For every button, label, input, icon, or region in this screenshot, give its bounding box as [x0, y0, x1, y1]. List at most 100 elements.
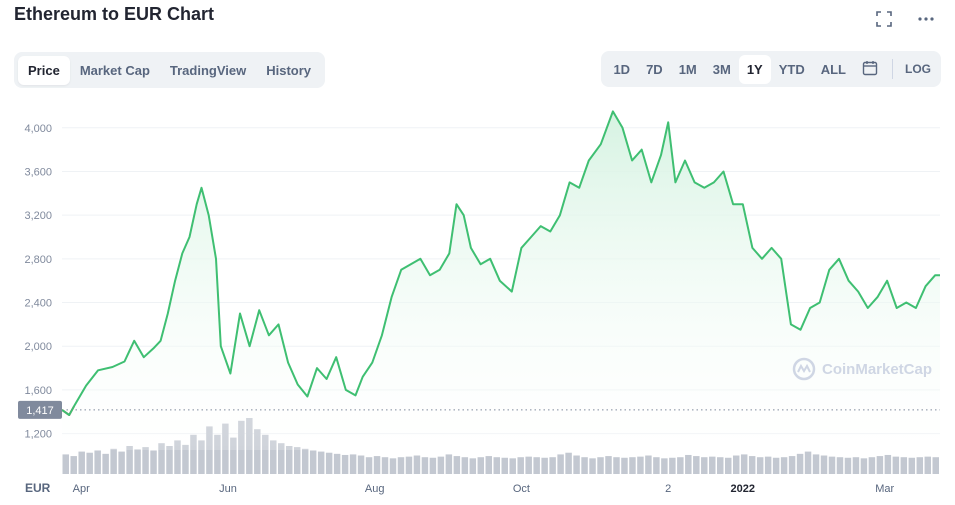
- volume-bar: [206, 426, 213, 474]
- y-tick-label: 3,600: [24, 166, 52, 178]
- volume-bar: [166, 446, 173, 474]
- volume-bar: [134, 449, 141, 474]
- volume-bar: [541, 457, 548, 474]
- volume-bar: [453, 456, 461, 474]
- volume-bar: [317, 451, 325, 474]
- volume-bar: [373, 456, 381, 474]
- volume-bar: [852, 457, 860, 474]
- watermark: CoinMarketCap: [792, 357, 932, 381]
- volume-bar: [900, 457, 908, 474]
- volume-bar: [278, 443, 285, 474]
- volume-bar: [341, 454, 349, 474]
- y-tick-label: 2,000: [24, 341, 52, 353]
- tab-price[interactable]: Price: [18, 55, 70, 85]
- volume-bar: [772, 457, 780, 474]
- volume-bar: [876, 456, 884, 474]
- range-all[interactable]: ALL: [820, 61, 846, 77]
- x-tick-label: Mar: [875, 483, 894, 495]
- fullscreen-icon[interactable]: [873, 8, 895, 30]
- watermark-text: CoinMarketCap: [822, 360, 933, 378]
- volume-bar: [653, 457, 660, 474]
- x-axis: Apr Jun Aug Oct 2 2022 Mar: [73, 483, 895, 495]
- volume-bar: [605, 456, 612, 474]
- volume-bar: [908, 457, 916, 474]
- volume-bar: [102, 453, 109, 474]
- volume-bar: [788, 456, 796, 474]
- volume-bar: [533, 457, 540, 474]
- volume-bar: [669, 457, 676, 474]
- x-tick-label: 2: [665, 483, 671, 495]
- y-axis: 4,000 3,600 3,200 2,800 2,400 2,000 1,600 1,200: [24, 123, 52, 441]
- volume-bar: [517, 457, 524, 474]
- volume-bar: [756, 457, 764, 474]
- tab-history[interactable]: History: [266, 62, 312, 78]
- log-scale-toggle[interactable]: LOG: [905, 62, 931, 76]
- range-1y[interactable]: 1Y: [738, 54, 771, 84]
- range-ytd[interactable]: YTD: [778, 61, 805, 77]
- volume-bar: [437, 456, 445, 474]
- volume-bar: [732, 455, 740, 474]
- baseline-label: 1,417: [26, 405, 54, 417]
- volume-bar: [868, 457, 876, 474]
- volume-bar: [94, 450, 101, 474]
- volume-bar: [357, 455, 365, 474]
- range-7d[interactable]: 7D: [646, 61, 663, 77]
- range-3m[interactable]: 3M: [712, 61, 731, 77]
- volume-bar: [182, 444, 189, 474]
- volume-bar: [629, 457, 636, 474]
- volume-bar: [501, 457, 508, 474]
- volume-bar: [645, 455, 652, 474]
- volume-bar: [126, 446, 133, 474]
- volume-bar: [413, 455, 421, 474]
- volume-bar: [485, 456, 493, 474]
- volume-bar: [349, 454, 357, 474]
- volume-bar: [389, 458, 397, 474]
- price-area: [62, 111, 940, 451]
- y-tick-label: 2,800: [24, 254, 52, 266]
- y-tick-label: 2,400: [24, 298, 52, 310]
- volume-bar: [525, 456, 532, 474]
- volume-bar: [325, 452, 333, 474]
- volume-bar: [780, 457, 788, 474]
- volume-bar: [142, 447, 149, 474]
- volume-bar: [110, 448, 117, 474]
- y-tick-label: 1,600: [24, 385, 52, 397]
- tab-tradingview[interactable]: TradingView: [169, 62, 247, 78]
- tab-market-cap[interactable]: Market Cap: [79, 62, 150, 78]
- volume-bar: [613, 457, 620, 474]
- range-1d[interactable]: 1D: [613, 61, 631, 77]
- volume-bar: [621, 457, 628, 474]
- volume-bar: [214, 434, 221, 474]
- coinmarketcap-logo-icon: [792, 357, 816, 381]
- volume-bar: [717, 457, 724, 474]
- volume-bar: [429, 457, 437, 474]
- volume-bar: [118, 451, 125, 474]
- x-tick-label: Jun: [219, 483, 237, 495]
- volume-bar: [597, 457, 604, 474]
- volume-bar: [270, 440, 277, 474]
- volume-bar: [820, 455, 828, 474]
- volume-bar: [924, 456, 932, 474]
- more-icon[interactable]: [915, 8, 937, 30]
- volume-bar: [198, 440, 205, 474]
- volume-bar: [70, 456, 77, 474]
- volume-bar: [884, 454, 892, 474]
- volume-bar: [932, 457, 939, 474]
- volume-bar: [804, 451, 812, 474]
- volume-bar: [477, 457, 485, 474]
- volume-bar: [836, 457, 844, 474]
- price-line: [61, 110, 940, 416]
- baseline-badge: 1,417: [18, 400, 62, 419]
- page-title: Ethereum to EUR Chart: [14, 4, 215, 24]
- volume-bar: [174, 440, 181, 474]
- x-tick-label: Aug: [365, 483, 385, 495]
- volume-bar: [493, 457, 500, 474]
- volume-bar: [293, 447, 301, 474]
- volume-bar: [764, 456, 772, 474]
- calendar-icon[interactable]: [854, 54, 886, 85]
- volume-bar: [740, 454, 748, 474]
- range-1m[interactable]: 1M: [678, 61, 697, 77]
- volume-bar: [230, 437, 237, 474]
- volume-bar: [860, 458, 868, 474]
